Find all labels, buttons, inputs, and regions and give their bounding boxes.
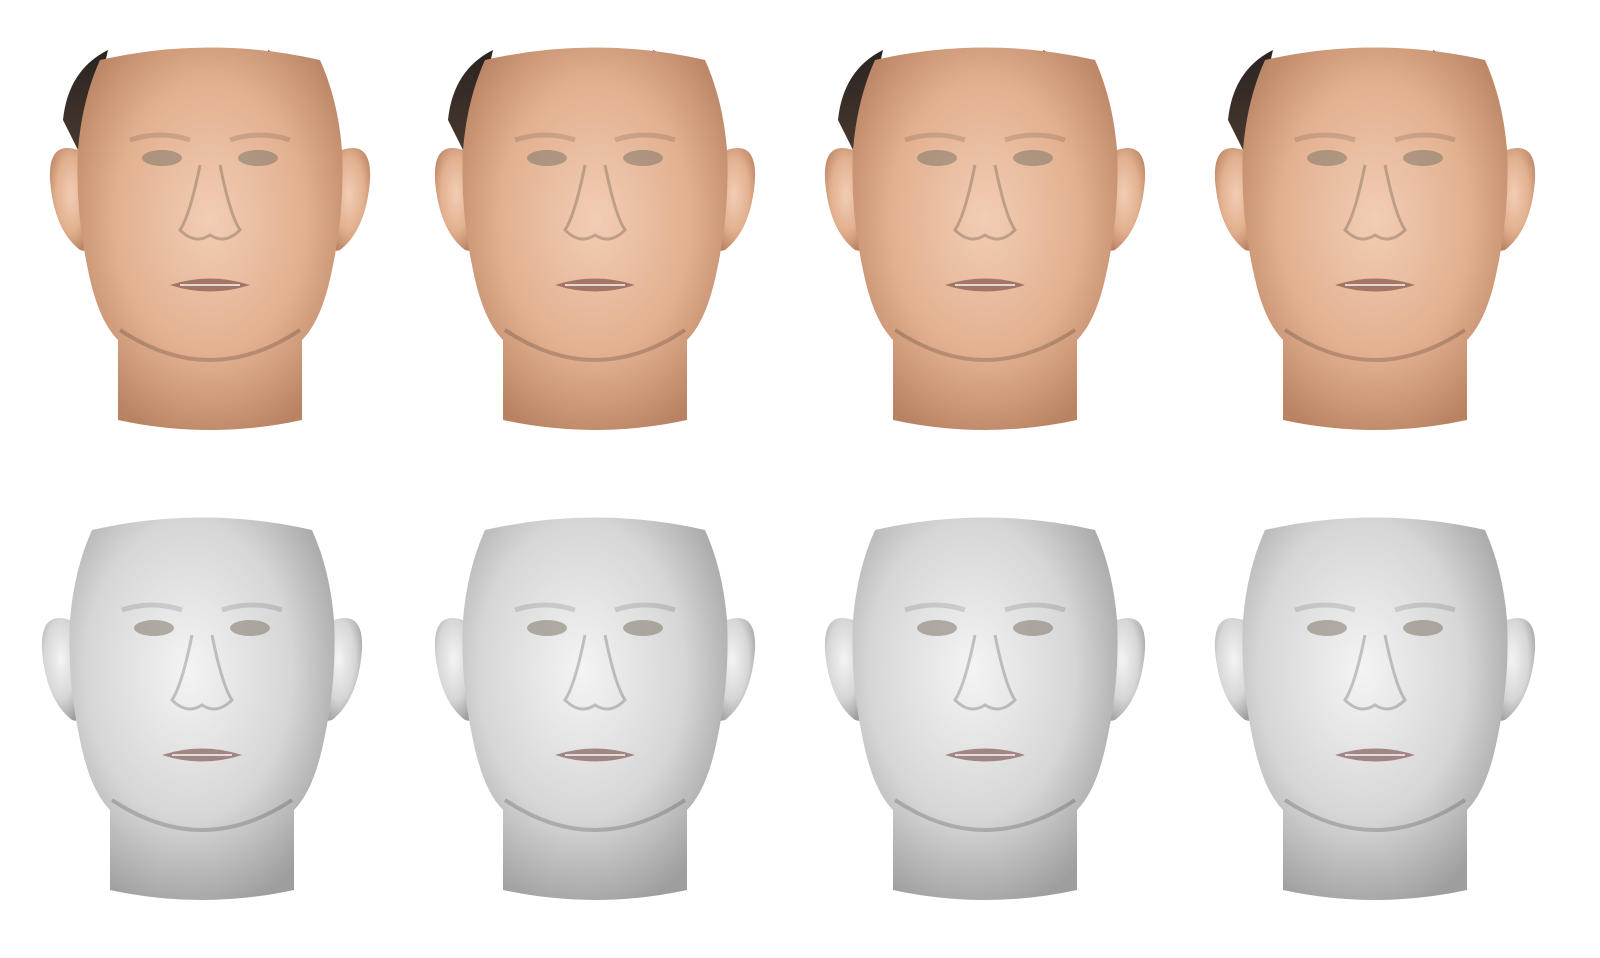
head: [825, 518, 1145, 901]
head: [1215, 518, 1535, 901]
head: [50, 48, 370, 431]
head: [435, 48, 755, 431]
head: [825, 48, 1145, 431]
head: [1215, 48, 1535, 431]
head: [42, 518, 362, 901]
geometry-row: [42, 518, 1535, 901]
textured-row: [50, 48, 1535, 431]
head: [435, 518, 755, 901]
